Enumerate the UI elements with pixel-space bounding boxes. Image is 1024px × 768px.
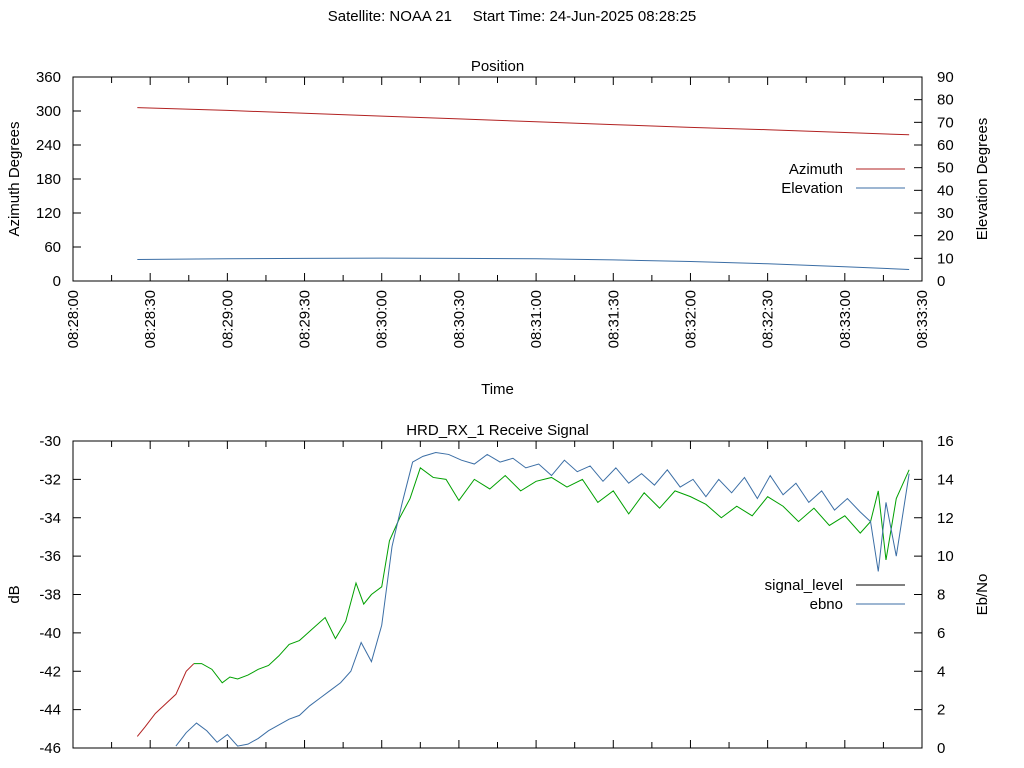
- signal-level-line-low: [136, 663, 195, 737]
- x-tick-label: 08:32:00: [682, 290, 699, 348]
- x-tick-label: 08:31:30: [605, 290, 622, 348]
- plot-title: HRD_RX_1 Receive Signal: [406, 422, 589, 439]
- y-tick-label: 180: [36, 171, 61, 188]
- elevation-line: [137, 257, 910, 270]
- start-time-label: Start Time: 24-Jun-2025 08:28:25: [472, 8, 697, 25]
- x-tick-label: 08:30:00: [374, 290, 391, 348]
- legend-label: Elevation: [781, 180, 843, 197]
- y-tick-label: -34: [39, 510, 61, 527]
- y2-tick-label: 30: [937, 205, 954, 222]
- y-tick-label: -46: [39, 740, 61, 757]
- y2-tick-label: 70: [937, 114, 954, 131]
- y-tick-label: -38: [39, 587, 61, 604]
- y-tick-label: 0: [53, 273, 61, 290]
- y-tick-label: 120: [36, 205, 61, 222]
- y-tick-label: 60: [44, 239, 61, 256]
- x-tick-label: 08:33:30: [914, 290, 931, 348]
- y-tick-label: -36: [39, 548, 61, 565]
- y2-tick-label: 6: [937, 625, 945, 642]
- y2-tick-label: 90: [937, 69, 954, 86]
- y2-axis-label: Eb/No: [974, 574, 991, 616]
- legend-label: Azimuth: [789, 161, 843, 178]
- satellite-label: Satellite: NOAA 21: [327, 8, 452, 25]
- y-tick-label: -30: [39, 433, 61, 450]
- y2-tick-label: 0: [937, 273, 945, 290]
- y2-axis-label: Elevation Degrees: [974, 118, 991, 241]
- x-tick-label: 08:28:00: [65, 290, 82, 348]
- y-tick-label: -40: [39, 625, 61, 642]
- y2-tick-label: 40: [937, 182, 954, 199]
- y2-tick-label: 60: [937, 137, 954, 154]
- y2-tick-label: 8: [937, 587, 945, 604]
- y2-tick-label: 50: [937, 160, 954, 177]
- y2-tick-label: 14: [937, 471, 954, 488]
- azimuth-line: [137, 107, 910, 136]
- y-tick-label: -32: [39, 471, 61, 488]
- ebno-line: [175, 452, 910, 747]
- y2-tick-label: 0: [937, 740, 945, 757]
- y2-tick-label: 2: [937, 702, 945, 719]
- y-tick-label: -42: [39, 663, 61, 680]
- plot-frame: [72, 76, 923, 282]
- x-tick-label: 08:30:30: [451, 290, 468, 348]
- x-tick-label: 08:28:30: [142, 290, 159, 348]
- y2-tick-label: 80: [937, 92, 954, 109]
- y-tick-label: -44: [39, 702, 61, 719]
- y2-tick-label: 12: [937, 510, 954, 527]
- x-tick-label: 08:29:30: [297, 290, 314, 348]
- y2-tick-label: 10: [937, 548, 954, 565]
- plot-title: Position: [471, 58, 524, 75]
- legend-label: signal_level: [765, 577, 843, 594]
- x-tick-label: 08:29:00: [219, 290, 236, 348]
- y-axis-label: Azimuth Degrees: [6, 121, 23, 236]
- y-axis-label: dB: [6, 585, 23, 603]
- x-tick-label: 08:33:00: [837, 290, 854, 348]
- x-axis-label: Time: [481, 381, 514, 398]
- y2-tick-label: 10: [937, 250, 954, 267]
- signal-level-line: [193, 467, 910, 684]
- y2-tick-label: 20: [937, 228, 954, 245]
- legend-label: ebno: [810, 596, 843, 613]
- plot-frame: [72, 440, 923, 749]
- x-tick-label: 08:32:30: [760, 290, 777, 348]
- y-tick-label: 360: [36, 69, 61, 86]
- x-tick-label: 08:31:00: [528, 290, 545, 348]
- y-tick-label: 300: [36, 103, 61, 120]
- y2-tick-label: 4: [937, 663, 945, 680]
- suptitle: Satellite: NOAA 21 Start Time: 24-Jun-20…: [0, 8, 1024, 25]
- y2-tick-label: 16: [937, 433, 954, 450]
- y-tick-label: 240: [36, 137, 61, 154]
